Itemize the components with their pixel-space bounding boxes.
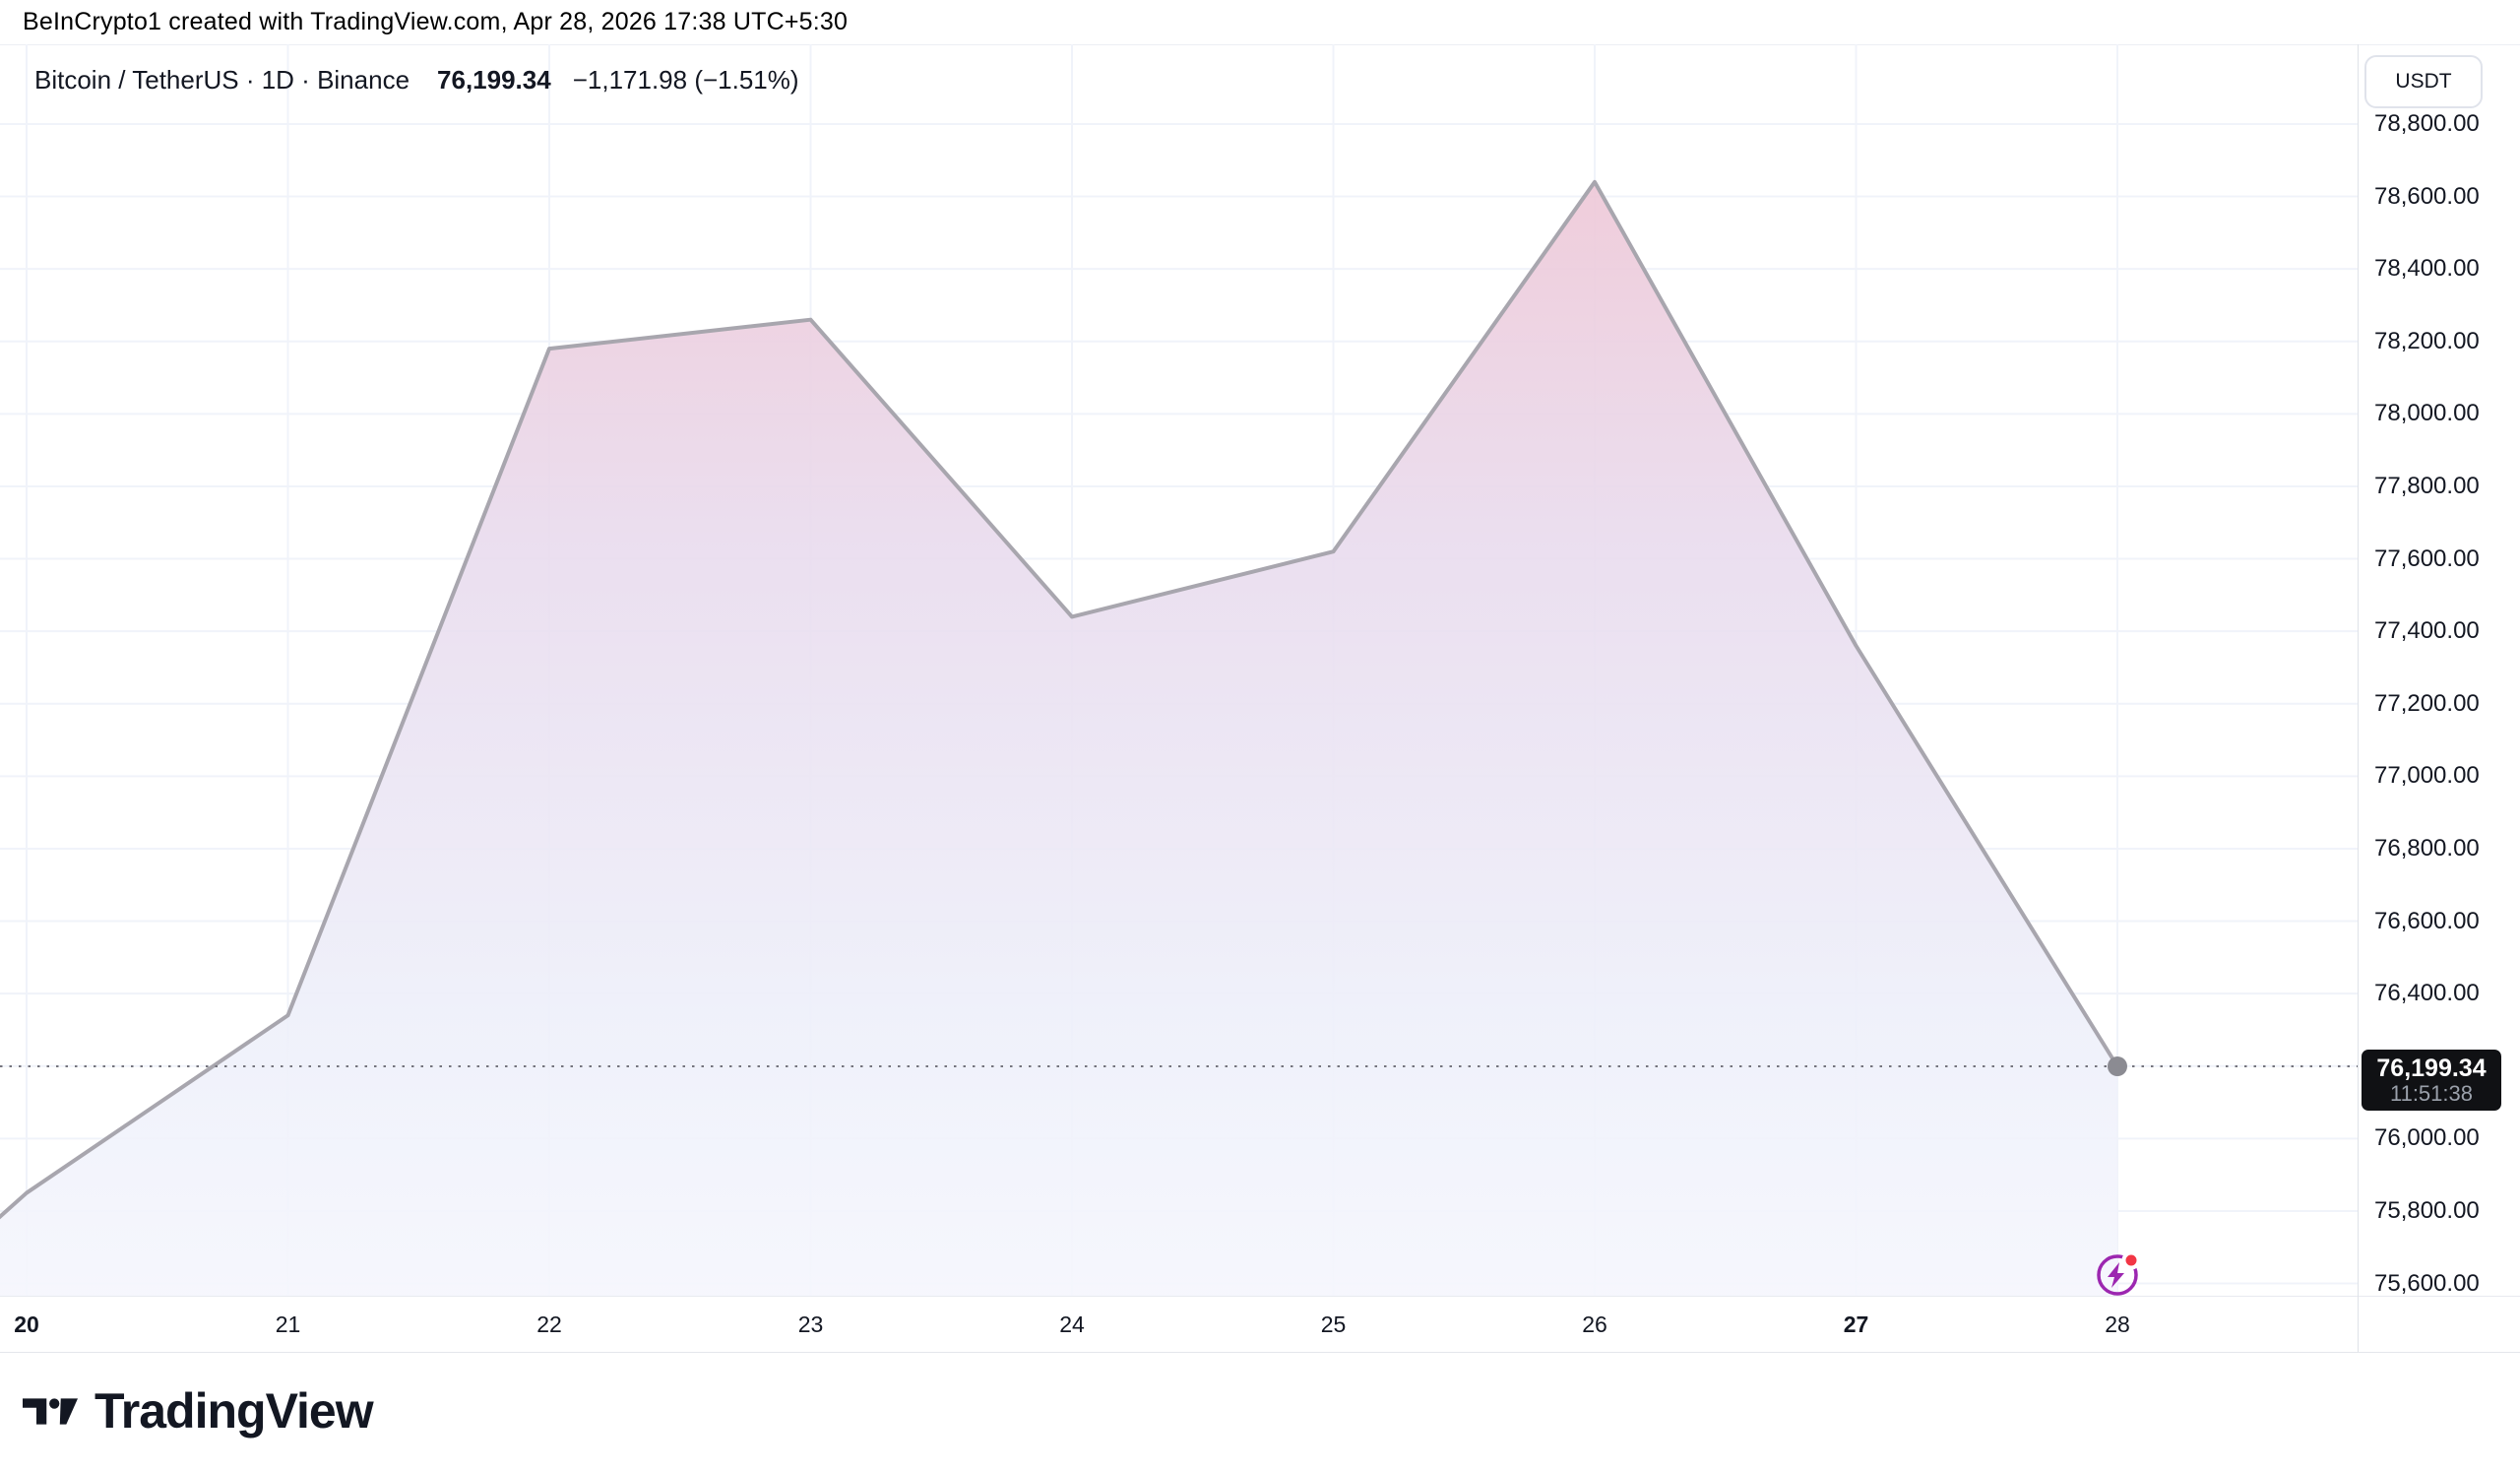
last-price-tag-time: 11:51:38 xyxy=(2389,1080,2473,1106)
price-axis-label: 78,200.00 xyxy=(2374,327,2480,354)
price-axis-label: 76,400.00 xyxy=(2374,980,2480,1007)
price-axis-label: 77,000.00 xyxy=(2374,762,2480,790)
last-price-tag: 76,199.34 11:51:38 xyxy=(2362,1050,2501,1111)
price-axis-label: 77,800.00 xyxy=(2374,472,2480,499)
area-fill xyxy=(0,181,2117,1296)
price-line xyxy=(0,179,2119,1220)
time-axis-label: 22 xyxy=(536,1311,562,1337)
time-axis-label: 28 xyxy=(2105,1311,2130,1337)
tradingview-logo-mark xyxy=(23,1397,78,1425)
price-axis-label: 76,000.00 xyxy=(2374,1124,2480,1152)
currency-toggle-button[interactable]: USDT xyxy=(2364,55,2483,108)
price-axis-label: 76,800.00 xyxy=(2374,834,2480,862)
attribution-text: BeInCrypto1 created with TradingView.com… xyxy=(23,8,849,35)
last-price-value: 76,199.34 xyxy=(437,65,551,95)
symbol-legend[interactable]: Bitcoin / TetherUS · 1D · Binance 76,199… xyxy=(34,65,799,96)
time-axis-label: 26 xyxy=(1582,1311,1607,1337)
price-change-value: −1,171.98 (−1.51%) xyxy=(572,65,799,95)
price-axis-label: 78,000.00 xyxy=(2374,400,2480,427)
time-axis-top-divider xyxy=(0,1296,2520,1297)
price-axis-label: 76,600.00 xyxy=(2374,907,2480,934)
flash-event-icon[interactable] xyxy=(2094,1250,2141,1298)
price-axis-label: 77,400.00 xyxy=(2374,617,2480,645)
flash-event-glyph xyxy=(2097,1250,2141,1296)
price-axis-label: 75,800.00 xyxy=(2374,1196,2480,1224)
price-axis-label: 78,800.00 xyxy=(2374,109,2480,137)
time-axis-label: 25 xyxy=(1320,1311,1347,1337)
price-axis-label: 75,600.00 xyxy=(2374,1269,2480,1297)
symbol-title: Bitcoin / TetherUS · 1D · Binance xyxy=(34,65,410,95)
time-axis-label: 24 xyxy=(1059,1311,1085,1337)
last-point-marker xyxy=(2108,1056,2127,1076)
price-axis-label: 78,600.00 xyxy=(2374,182,2480,210)
price-axis-divider xyxy=(2358,44,2359,1352)
time-axis-bottom-divider xyxy=(0,1352,2520,1353)
time-axis-label: 23 xyxy=(797,1311,824,1337)
last-price-tag-price: 76,199.34 xyxy=(2376,1054,2487,1082)
pane-top-divider xyxy=(0,44,2520,45)
price-axis-label: 77,200.00 xyxy=(2374,689,2480,717)
time-axis-label: 21 xyxy=(275,1311,301,1337)
time-axis-label: 20 xyxy=(14,1311,39,1337)
tradingview-logo-text: TradingView xyxy=(94,1383,374,1439)
price-axis-label: 77,600.00 xyxy=(2374,544,2480,572)
price-axis-label: 78,400.00 xyxy=(2374,255,2480,283)
tradingview-logo[interactable]: TradingView xyxy=(23,1382,374,1439)
time-axis-label: 27 xyxy=(1843,1311,1869,1337)
